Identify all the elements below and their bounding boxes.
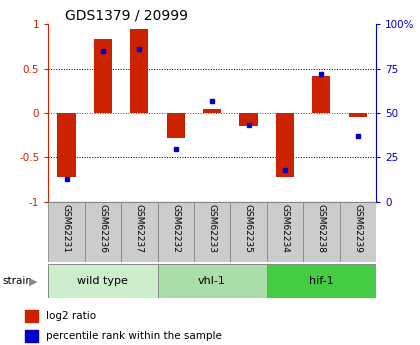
Text: hif-1: hif-1 [309,276,333,286]
Bar [312,76,331,113]
Bar [48,264,158,298]
Bar [158,202,194,262]
Text: GSM62234: GSM62234 [281,204,289,253]
Text: ▶: ▶ [29,276,37,286]
Bar [25,310,38,322]
Text: GSM62239: GSM62239 [353,204,362,253]
Bar [194,202,230,262]
Text: log2 ratio: log2 ratio [46,311,96,321]
Text: GSM62233: GSM62233 [207,204,217,253]
Bar [267,264,376,298]
Bar [121,202,158,262]
Text: strain: strain [2,276,32,286]
Text: GSM62231: GSM62231 [62,204,71,253]
Text: percentile rank within the sample: percentile rank within the sample [46,331,222,341]
Bar [303,202,339,262]
Text: GSM62238: GSM62238 [317,204,326,253]
Text: GSM62237: GSM62237 [135,204,144,253]
Text: GDS1379 / 20999: GDS1379 / 20999 [65,9,188,23]
Bar [130,29,148,113]
Text: GSM62232: GSM62232 [171,204,180,253]
Bar [25,330,38,342]
Text: wild type: wild type [77,276,129,286]
Bar [94,39,112,113]
Bar [167,113,185,138]
Bar [58,113,76,177]
Text: GSM62235: GSM62235 [244,204,253,253]
Bar [85,202,121,262]
Text: GSM62236: GSM62236 [98,204,108,253]
Bar [276,113,294,177]
Bar [230,202,267,262]
Bar [339,202,376,262]
Bar [239,113,257,126]
Bar [158,264,267,298]
Bar [48,202,85,262]
Bar [349,113,367,117]
Bar [203,109,221,113]
Bar [267,202,303,262]
Text: vhl-1: vhl-1 [198,276,226,286]
